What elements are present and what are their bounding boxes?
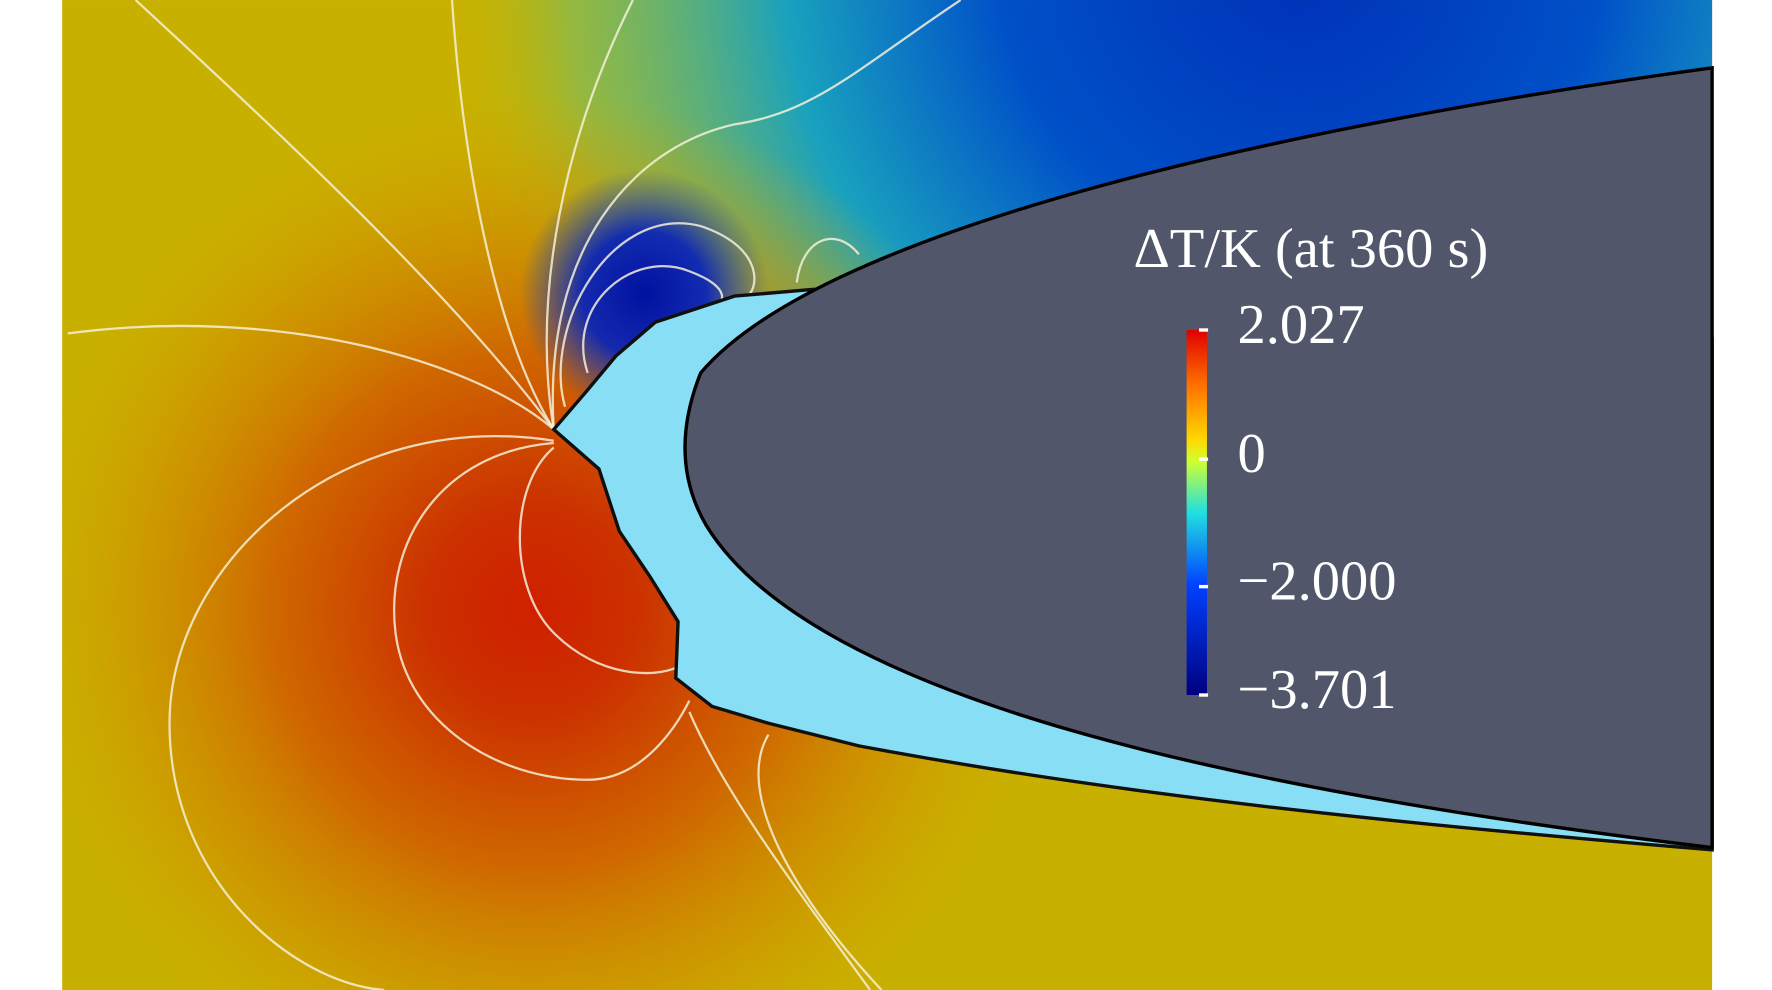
contour-line	[168, 435, 554, 990]
contour-line	[551, 0, 962, 430]
contour-line	[450, 0, 555, 431]
contour-line	[393, 441, 691, 781]
field	[62, 0, 1714, 990]
contour-line	[559, 222, 756, 408]
contour-line	[134, 0, 555, 431]
colorbar-tick-label: −3.701	[1237, 659, 1396, 721]
contour-line	[688, 711, 872, 990]
colorbar-tick-label: 0	[1237, 423, 1265, 485]
contour-line	[757, 734, 883, 990]
colorbar: ΔT/K (at 360 s) 2.027 0 −2.000 −3.701	[1133, 218, 1488, 721]
contour-line	[795, 237, 860, 283]
contour-line	[582, 265, 724, 374]
contour-line	[67, 324, 555, 431]
colorbar-tick-label: −2.000	[1237, 551, 1396, 613]
colorbar-scale	[1186, 330, 1207, 696]
contour-line	[518, 446, 679, 675]
contour-line	[545, 0, 634, 430]
colorbar-tick-label: 2.027	[1237, 294, 1364, 356]
colorbar-title: ΔT/K (at 360 s)	[1133, 218, 1488, 280]
